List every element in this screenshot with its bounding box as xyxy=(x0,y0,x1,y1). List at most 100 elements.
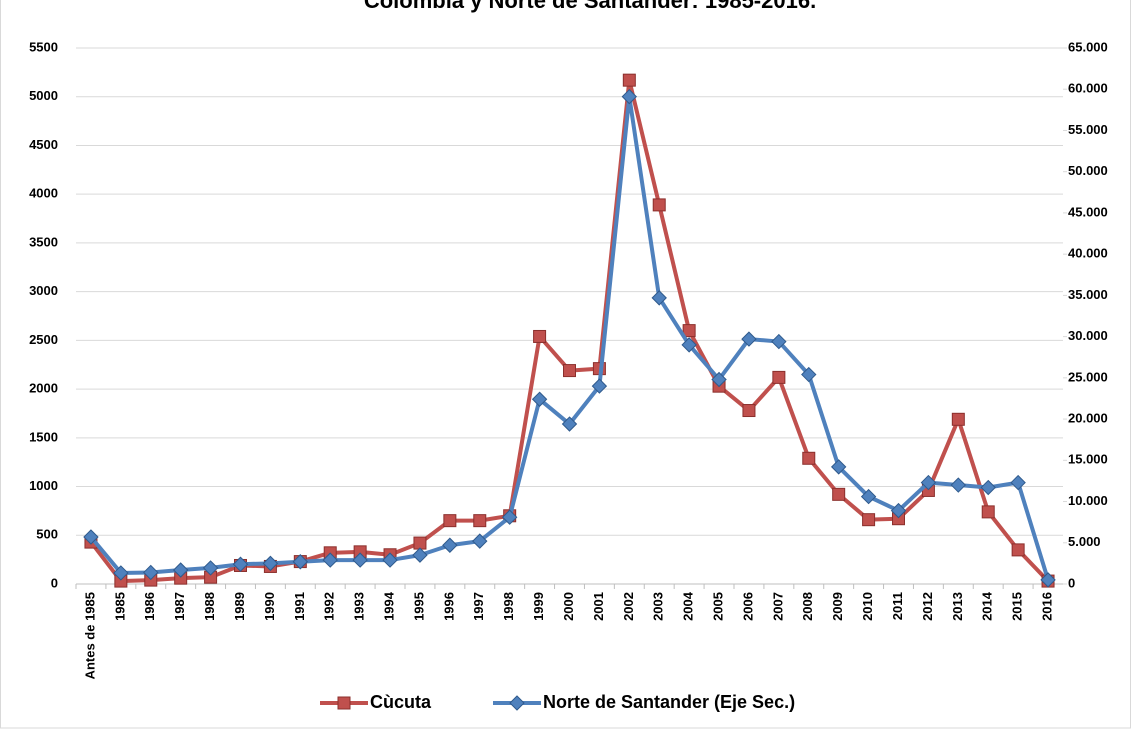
x-tick-label: 1988 xyxy=(202,592,217,621)
x-tick-label: 1986 xyxy=(142,592,157,621)
x-tick-label: Antes de 1985 xyxy=(82,592,97,679)
point xyxy=(473,514,487,528)
y2-tick-label: 30.000 xyxy=(1068,328,1108,343)
y2-tick-label: 20.000 xyxy=(1068,411,1108,426)
x-tick-label: 1991 xyxy=(292,592,307,621)
point xyxy=(413,536,427,550)
legend-marker xyxy=(509,695,525,711)
y2-tick-label: 55.000 xyxy=(1068,122,1108,137)
point xyxy=(232,556,249,572)
point xyxy=(652,198,666,212)
x-tick-label: 1997 xyxy=(471,592,486,621)
y2-tick-label: 65.000 xyxy=(1068,39,1108,54)
point xyxy=(292,554,309,570)
y-tick-label: 5000 xyxy=(29,88,58,103)
x-tick-label: 1996 xyxy=(441,592,456,621)
point xyxy=(533,329,547,343)
point xyxy=(1010,474,1026,491)
point xyxy=(443,514,457,528)
x-tick-label: 2014 xyxy=(980,591,995,621)
point xyxy=(501,509,518,525)
x-tick-label: 1995 xyxy=(411,592,426,621)
y-tick-label: 1500 xyxy=(29,429,58,444)
y2-tick-label: 25.000 xyxy=(1068,369,1108,384)
y-tick-label: 0 xyxy=(51,575,58,590)
point xyxy=(830,459,847,475)
x-tick-label: 1993 xyxy=(352,592,367,621)
x-tick-label: 2006 xyxy=(740,592,755,621)
point xyxy=(951,412,965,426)
point xyxy=(561,416,578,432)
y-tick-label: 5500 xyxy=(29,39,58,54)
point xyxy=(1011,543,1025,557)
x-tick-label: 1999 xyxy=(531,592,546,621)
x-tick-label: 2011 xyxy=(890,592,905,620)
y-tick-label: 500 xyxy=(36,527,58,542)
point xyxy=(382,552,398,568)
point xyxy=(862,513,876,527)
x-tick-label: 1987 xyxy=(172,592,187,621)
y-tick-label: 3500 xyxy=(29,234,58,249)
point xyxy=(651,290,667,306)
x-tick-label: 2007 xyxy=(770,592,785,621)
point xyxy=(563,364,576,378)
point xyxy=(742,404,756,418)
point xyxy=(801,366,817,383)
x-tick-label: 2005 xyxy=(710,592,725,621)
x-tick-label: 2003 xyxy=(651,592,666,621)
point xyxy=(622,73,636,87)
x-tick-label: 1989 xyxy=(232,592,247,621)
point xyxy=(980,479,996,496)
point xyxy=(771,333,787,350)
y-tick-label: 2000 xyxy=(29,381,58,396)
x-tick-label: 2012 xyxy=(920,592,935,621)
y-tick-label: 1000 xyxy=(29,478,58,493)
y-tick-label: 3000 xyxy=(29,283,58,298)
chart-title: Colombia y Norte de Santander: 1985-2016… xyxy=(364,0,816,13)
x-tick-label: 2010 xyxy=(860,592,875,621)
y2-tick-label: 5.000 xyxy=(1068,534,1101,549)
y-tick-label: 4500 xyxy=(29,137,58,152)
y2-tick-label: 15.000 xyxy=(1068,452,1108,467)
y-tick-label: 4000 xyxy=(29,186,58,201)
point xyxy=(832,487,846,501)
point xyxy=(741,331,757,347)
x-tick-label: 2009 xyxy=(830,592,845,621)
point xyxy=(621,88,638,105)
y2-tick-label: 50.000 xyxy=(1068,163,1108,178)
x-tick-label: 2000 xyxy=(561,592,576,621)
point xyxy=(531,391,548,407)
x-tick-label: 2016 xyxy=(1039,592,1054,621)
x-tick-label: 1990 xyxy=(262,592,277,621)
x-tick-label: 1992 xyxy=(322,592,337,621)
point xyxy=(772,370,786,384)
x-tick-label: 1998 xyxy=(501,592,516,621)
point xyxy=(682,324,696,338)
point xyxy=(681,337,697,353)
point xyxy=(322,552,338,568)
point xyxy=(172,562,189,578)
x-tick-label: 2008 xyxy=(800,592,815,621)
legend-marker xyxy=(337,696,351,710)
x-tick-label: 2001 xyxy=(591,592,606,621)
point xyxy=(802,451,816,465)
legend-label: Cùcuta xyxy=(370,692,432,712)
x-tick-label: 2015 xyxy=(1010,592,1025,621)
point xyxy=(83,529,99,545)
y2-tick-label: 10.000 xyxy=(1068,493,1108,508)
x-tick-label: 1985 xyxy=(112,592,127,621)
point xyxy=(472,533,488,549)
point xyxy=(1040,572,1056,588)
point xyxy=(262,555,279,572)
point xyxy=(412,547,428,563)
point xyxy=(202,560,219,576)
y2-tick-label: 35.000 xyxy=(1068,287,1108,302)
x-tick-label: 2002 xyxy=(621,592,636,621)
point xyxy=(113,565,129,581)
y2-tick-label: 45.000 xyxy=(1068,204,1108,219)
point xyxy=(950,477,967,493)
legend-label: Norte de Santander (Eje Sec.) xyxy=(543,692,795,712)
point xyxy=(920,474,937,491)
